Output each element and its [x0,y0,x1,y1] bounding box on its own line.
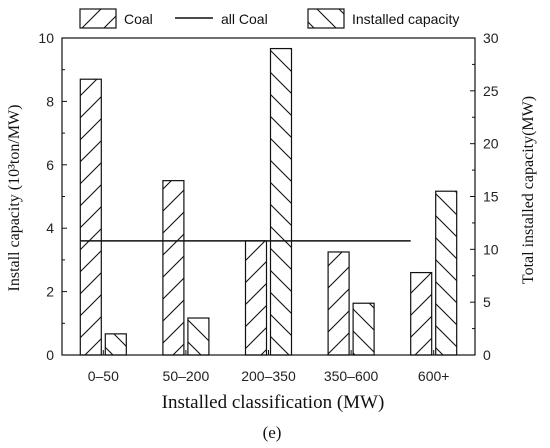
chart-caption: (e) [263,423,282,442]
bar-installed-capacity-2 [269,47,293,356]
x-tick-label: 200–350 [241,368,296,384]
x-tick-label: 0–50 [88,368,119,384]
x-tick-label: 50–200 [163,368,210,384]
legend-swatch-2 [307,8,345,29]
y-tick-label-right: 15 [483,189,499,205]
y-axis-label-left: Install capacity (10³ton/MW) [6,105,23,292]
axes-layer: 0 2 4 6 8 10 0 5 10 15 20 25 30 0–50 50–200 200–350 350–… [38,30,498,384]
bar-coal-1 [162,180,185,356]
bar-installed-capacity-0 [104,333,127,356]
y-axis-label-right: Total installed capacity(MW) [520,96,537,284]
bar-installed-capacity-4 [435,190,458,356]
y-tick-label-right: 25 [483,83,499,99]
legend-label-1: all Coal [221,11,268,27]
y-tick-label-right: 30 [483,30,499,46]
y-tick-label-right: 10 [483,241,499,257]
bar-coal-0 [79,78,102,356]
legend-label-0: Coal [124,11,153,27]
x-tick-label: 350–600 [324,368,379,384]
legend-swatch-0 [79,8,117,29]
y-tick-label-right: 5 [483,294,491,310]
y-tick-label-left: 6 [46,157,54,173]
y-tick-label-left: 2 [46,284,54,300]
x-tick-label: 600+ [418,368,450,384]
bar-coal-2 [244,240,268,356]
bar-installed-capacity-1 [187,317,210,356]
bar-installed-capacity-3 [352,302,375,356]
bar-coal-4 [410,271,433,356]
y-tick-label-left: 4 [46,220,54,236]
y-tick-label-right: 20 [483,136,499,152]
y-tick-label-right: 0 [483,347,491,363]
x-axis-label: Installed classification (MW) [162,392,385,413]
bars-layer [79,47,458,356]
legend-label-2: Installed capacity [352,11,459,27]
bar-coal-3 [327,251,350,356]
y-tick-label-left: 8 [46,93,54,109]
y-tick-label-left: 10 [38,30,54,46]
legend: Coal all Coal Installed capacity [79,8,459,29]
y-tick-label-left: 0 [46,347,54,363]
